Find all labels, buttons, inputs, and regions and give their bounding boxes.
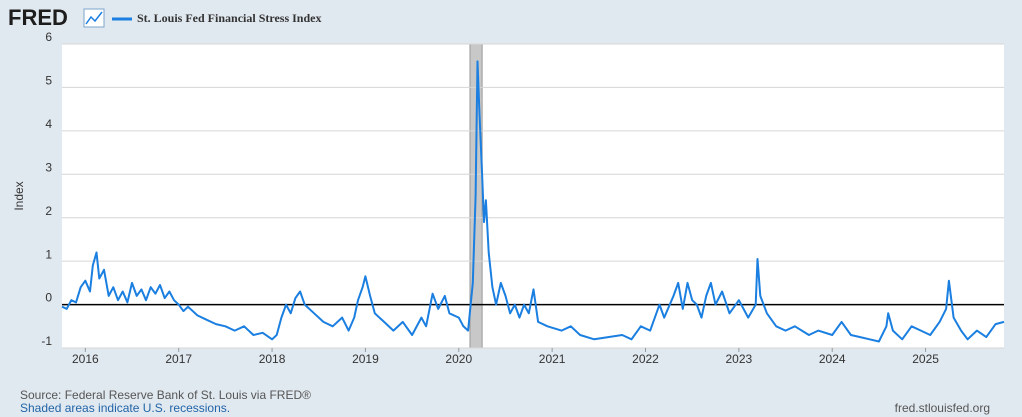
y-tick-label: -1: [41, 334, 52, 348]
x-tick-label: 2020: [445, 352, 472, 366]
x-tick-label: 2019: [352, 352, 379, 366]
x-tick-label: 2024: [819, 352, 846, 366]
x-tick-label: 2018: [259, 352, 286, 366]
brand-logo: FRED: [8, 5, 68, 30]
x-tick-label: 2025: [912, 352, 939, 366]
y-tick-label: 4: [45, 117, 52, 131]
y-axis-label: Index: [12, 181, 26, 210]
source-note: Source: Federal Reserve Bank of St. Loui…: [20, 388, 311, 402]
logo-icon: [83, 8, 105, 28]
y-tick-label: 5: [45, 74, 52, 88]
x-tick-label: 2022: [632, 352, 659, 366]
plot-area: [62, 44, 1004, 348]
x-tick-label: 2021: [539, 352, 566, 366]
x-tick-label: 2023: [726, 352, 753, 366]
y-tick-label: 6: [45, 30, 52, 44]
x-tick-label: 2016: [72, 352, 99, 366]
recession-note: Shaded areas indicate U.S. recessions.: [20, 401, 230, 415]
y-tick-label: 2: [45, 204, 52, 218]
legend-label: St. Louis Fed Financial Stress Index: [137, 11, 321, 25]
y-tick-label: 0: [45, 291, 52, 305]
site-note: fred.stlouisfed.org: [895, 401, 990, 415]
y-tick-label: 3: [45, 160, 52, 174]
series-line: [61, 60, 1005, 343]
x-tick-label: 2017: [165, 352, 192, 366]
y-tick-label: 1: [45, 247, 52, 261]
